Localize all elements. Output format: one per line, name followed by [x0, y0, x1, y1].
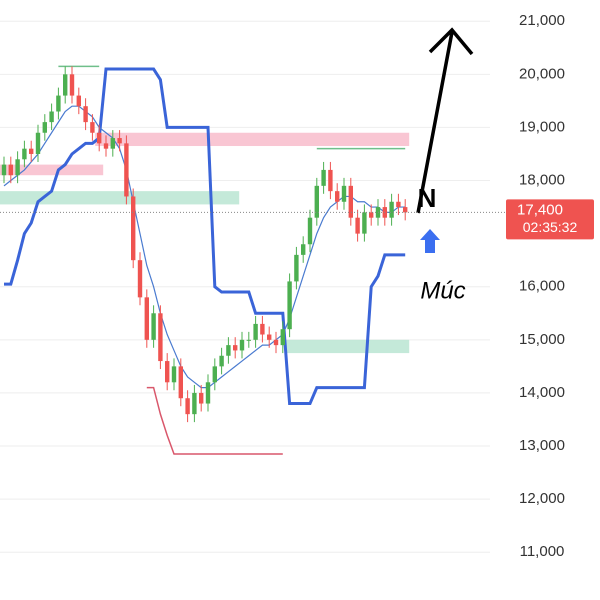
candle-body	[287, 281, 292, 330]
y-tick-label: 14,000	[519, 384, 565, 401]
indicator-line	[4, 67, 406, 406]
trend-arrow	[416, 27, 474, 214]
candle-body	[49, 111, 54, 123]
candle-body	[8, 164, 13, 176]
candle-body	[192, 392, 197, 415]
y-tick-label: 12,000	[519, 490, 565, 507]
candle-body	[83, 106, 88, 123]
price-badge	[506, 199, 594, 240]
candle-body	[63, 74, 68, 96]
indicator-line	[146, 386, 283, 455]
candle-body	[335, 191, 340, 202]
candle-body	[171, 366, 177, 383]
candle-body	[348, 185, 353, 218]
candle-body	[253, 323, 258, 340]
candle-body	[76, 95, 81, 107]
candle-body	[341, 185, 347, 202]
candle-body	[280, 329, 285, 346]
candle-body	[165, 361, 170, 383]
countdown: 02:35:32	[523, 219, 578, 235]
candle-body	[389, 201, 394, 218]
candle-body	[151, 313, 156, 340]
y-tick-label: 11,000	[520, 543, 565, 560]
candle-body	[226, 345, 231, 356]
annotation-n: N	[418, 183, 437, 213]
candle-body	[294, 254, 299, 282]
candle-body	[260, 323, 265, 335]
candle-body	[239, 339, 245, 351]
candle-body	[56, 95, 61, 112]
candle-body	[307, 217, 313, 245]
y-tick-label: 18,000	[519, 171, 565, 188]
candle-body	[110, 138, 115, 149]
candle-body	[267, 334, 272, 340]
candle-body	[42, 122, 47, 133]
up-arrow	[420, 229, 440, 253]
candle-body	[301, 244, 306, 255]
candle-body	[321, 169, 326, 186]
candle-body	[273, 339, 279, 346]
candle-body	[314, 185, 319, 218]
candle-body	[22, 148, 27, 160]
y-tick-label: 16,000	[519, 278, 565, 295]
candle-body	[29, 148, 34, 154]
candle-body	[205, 382, 211, 404]
y-tick-label: 19,000	[519, 118, 565, 135]
candle-body	[219, 355, 224, 367]
zone	[0, 191, 240, 205]
candle-body	[131, 196, 136, 261]
candle-body	[15, 159, 20, 176]
zone	[285, 339, 410, 354]
candle-body	[103, 143, 109, 149]
grid	[0, 20, 490, 553]
y-tick-label: 21,000	[519, 12, 565, 29]
candle-body	[355, 217, 360, 234]
plot	[0, 65, 410, 455]
candle-body	[35, 132, 41, 154]
zone	[95, 132, 410, 147]
candle-body	[362, 212, 367, 234]
candle-body	[117, 138, 122, 144]
candle-body	[328, 169, 333, 192]
candle-body	[403, 207, 408, 213]
candle-body	[158, 313, 163, 362]
zone	[0, 164, 104, 176]
candle-body	[199, 392, 204, 404]
candle-body	[69, 74, 75, 96]
candle-body	[124, 143, 129, 197]
y-tick-label: 15,000	[519, 331, 565, 348]
candle-body	[144, 297, 149, 340]
candle-body	[212, 366, 217, 383]
candle-body	[396, 201, 401, 208]
last-price-label: 17,400	[517, 201, 563, 218]
candle-body	[369, 212, 374, 218]
annotation-muc: Múc	[420, 277, 465, 304]
candle-body	[233, 345, 238, 351]
candle-body	[178, 366, 183, 399]
candle-body	[90, 122, 95, 133]
candle-body	[246, 339, 251, 341]
candle-body	[97, 132, 102, 144]
candle-body	[137, 260, 143, 298]
y-tick-label: 13,000	[519, 437, 565, 454]
candle-body	[1, 164, 7, 176]
y-tick-label: 20,000	[519, 65, 565, 82]
candle-body	[185, 398, 190, 415]
